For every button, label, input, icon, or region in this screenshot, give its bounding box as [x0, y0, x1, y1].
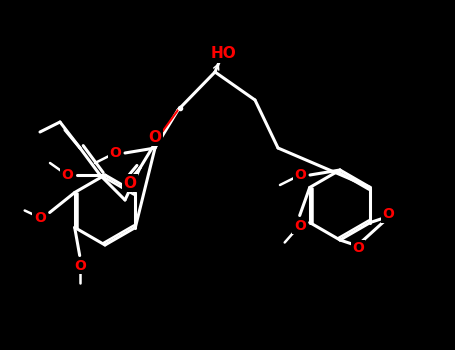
Text: O: O — [109, 146, 121, 160]
Text: O: O — [34, 210, 46, 224]
Text: O: O — [61, 168, 73, 182]
Text: HO: HO — [210, 47, 236, 62]
Text: O: O — [74, 259, 86, 273]
Text: O: O — [294, 168, 306, 182]
Text: O: O — [123, 175, 136, 190]
Text: O: O — [148, 130, 162, 145]
Text: O: O — [382, 208, 394, 222]
Text: O: O — [294, 218, 306, 232]
Text: O: O — [352, 241, 364, 255]
